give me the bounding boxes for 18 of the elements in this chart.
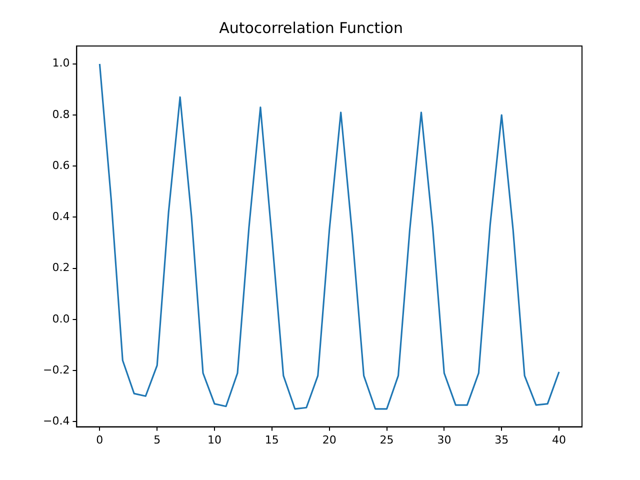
x-tick-label: 25	[380, 433, 394, 446]
x-tick-label: 5	[154, 433, 161, 446]
y-tick-label: −0.2	[42, 363, 70, 376]
x-tick-label: 20	[322, 433, 336, 446]
y-tick-label: 0.8	[52, 108, 70, 121]
x-tick-label: 35	[494, 433, 509, 446]
y-tick-label: −0.4	[42, 414, 70, 428]
x-tick-label: 0	[96, 433, 104, 446]
x-tick-label: 10	[208, 433, 222, 446]
y-tick-label: 0.4	[52, 210, 70, 224]
y-tick-label: 1.0	[52, 56, 70, 70]
chart-title: Autocorrelation Function	[219, 18, 403, 37]
y-tick-label: 0.6	[52, 158, 70, 172]
x-tick-label: 30	[437, 433, 452, 446]
x-tick-label: 40	[552, 433, 566, 446]
x-tick-label: 15	[264, 433, 279, 446]
y-tick-label: 0.2	[52, 261, 70, 274]
y-tick-label: 0.0	[52, 312, 70, 326]
